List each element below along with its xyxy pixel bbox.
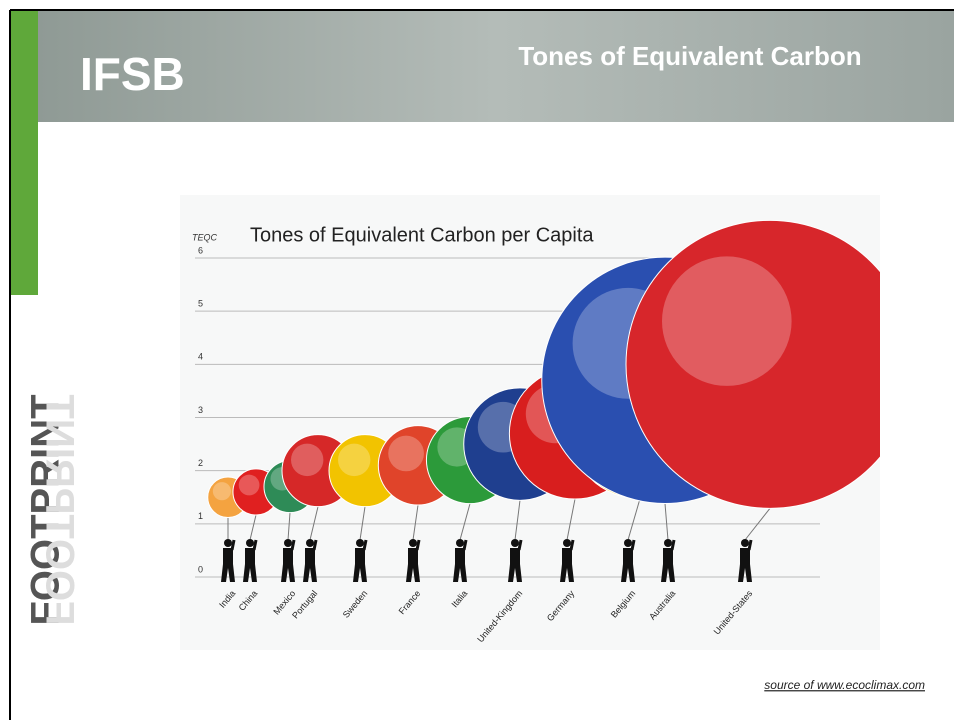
y-tick-label: 4: [198, 352, 203, 362]
y-tick-label: 0: [198, 564, 203, 574]
person-head: [306, 539, 314, 547]
person-body: [355, 548, 365, 564]
y-tick-label: 5: [198, 299, 203, 309]
person-head: [356, 539, 364, 547]
side-text: FOOTPRINT: [24, 394, 68, 625]
person-head: [284, 539, 292, 547]
person-legs: [621, 564, 635, 582]
person-arm: [517, 539, 523, 551]
person-legs: [560, 564, 574, 582]
source: source of www.ecoclimax.com: [764, 678, 925, 692]
logo: IFSB: [80, 48, 185, 100]
y-tick-label: 2: [198, 458, 203, 468]
person-arm: [462, 539, 468, 551]
chart-title: Tones of Equivalent Carbon per Capita: [250, 224, 594, 246]
balloon-highlight: [238, 474, 260, 496]
person-body: [455, 548, 465, 564]
person-head: [624, 539, 632, 547]
slide-title: Tones of Equivalent Carbon: [518, 41, 861, 71]
string: [459, 503, 471, 541]
person-arm: [312, 539, 318, 551]
person-arm: [252, 539, 258, 551]
person-arm: [630, 539, 636, 551]
side-text-reflection: FOOTPRINT: [37, 394, 81, 625]
person-arm: [362, 539, 368, 551]
person-head: [456, 539, 464, 547]
person-head: [664, 539, 672, 547]
green-bar: [11, 11, 38, 295]
person-legs: [661, 564, 675, 582]
y-tick-label: 3: [198, 405, 203, 415]
person-legs: [243, 564, 257, 582]
person-body: [223, 548, 233, 564]
person-head: [563, 539, 571, 547]
person-legs: [221, 564, 235, 582]
person-arm: [415, 539, 421, 551]
balloon-highlight: [212, 482, 232, 501]
person-body: [408, 548, 418, 564]
person-legs: [406, 564, 420, 582]
balloon-highlight: [291, 443, 324, 477]
person-body: [740, 548, 750, 564]
string: [627, 498, 641, 541]
string: [664, 503, 669, 541]
person-arm: [670, 539, 676, 551]
balloon-highlight: [338, 443, 371, 477]
header-banner: [38, 11, 954, 122]
string: [249, 514, 257, 541]
string: [514, 500, 521, 541]
person-legs: [281, 564, 295, 582]
person-legs: [508, 564, 522, 582]
person-head: [246, 539, 254, 547]
string: [412, 504, 419, 541]
person-body: [283, 548, 293, 564]
balloon-highlight: [388, 435, 424, 472]
person-body: [305, 548, 315, 564]
person-arm: [569, 539, 575, 551]
person-body: [562, 548, 572, 564]
string: [744, 508, 771, 541]
balloon: [625, 219, 880, 509]
person-body: [663, 548, 673, 564]
person-arm: [230, 539, 236, 551]
y-tick-label: 1: [198, 511, 203, 521]
person-legs: [453, 564, 467, 582]
balloon-highlight: [662, 256, 792, 386]
person-body: [623, 548, 633, 564]
y-axis-label: TEQC: [192, 232, 218, 242]
person-legs: [353, 564, 367, 582]
person-arm: [290, 539, 296, 551]
person-body: [510, 548, 520, 564]
string: [287, 512, 291, 541]
person-legs: [303, 564, 317, 582]
string: [359, 506, 366, 541]
person-arm: [747, 539, 753, 551]
person-legs: [738, 564, 752, 582]
person-body: [245, 548, 255, 564]
y-tick-label: 6: [198, 245, 203, 255]
chart-area: 0 1 2 3 4 5 6: [195, 219, 880, 582]
person-head: [224, 539, 232, 547]
person-head: [741, 539, 749, 547]
string: [566, 498, 576, 541]
string: [309, 506, 319, 541]
person-head: [511, 539, 519, 547]
person-head: [409, 539, 417, 547]
